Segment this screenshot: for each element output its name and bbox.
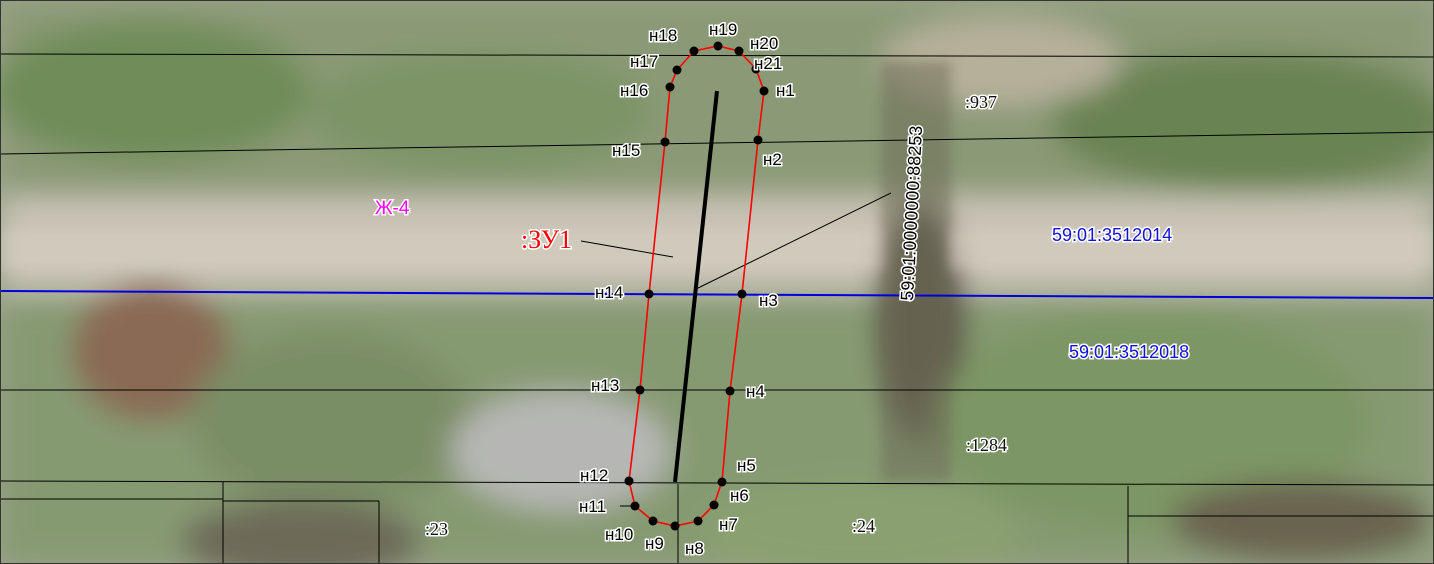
vertex-n8 (670, 521, 680, 531)
vertex-n6 (709, 500, 719, 510)
label-n6: н6 (730, 486, 749, 505)
label-n9: н9 (645, 534, 664, 553)
zone-label: Ж-4 (375, 198, 410, 219)
label-n18: н18 (649, 26, 677, 45)
label-n13: н13 (591, 376, 619, 395)
vertex-n3 (737, 289, 747, 299)
vertex-n21 (751, 64, 761, 74)
parcel-label-24[interactable]: :24 (851, 515, 877, 538)
vertex-n1 (759, 86, 769, 96)
vertex-n18 (689, 46, 699, 56)
label-n4: н4 (746, 382, 765, 401)
label-n16: н16 (620, 81, 648, 100)
vertex-n17 (672, 65, 682, 75)
linear-object-leader (695, 192, 892, 290)
vertex-n11 (630, 501, 640, 511)
label-n1: н1 (776, 81, 795, 100)
parcel-boundaries (1, 53, 1433, 563)
vertex-n9 (648, 516, 658, 526)
parcel-label-23[interactable]: :23 (424, 518, 450, 541)
parcel-label-1284[interactable]: :1284 (965, 434, 1009, 457)
label-n17: н17 (630, 52, 658, 71)
parcel-label-937[interactable]: :937 (964, 91, 999, 114)
plot-label[interactable]: :ЗУ1 (520, 224, 574, 256)
vertex-n16 (665, 82, 675, 92)
label-n20: н20 (750, 34, 778, 53)
label-n8: н8 (685, 539, 704, 558)
label-n12: н12 (580, 466, 608, 485)
linear-object-line (673, 90, 719, 483)
vertex-n15 (660, 137, 670, 147)
label-n14: н14 (595, 283, 623, 302)
vertex-n19 (713, 41, 723, 51)
vertex-n5 (717, 477, 727, 487)
label-n5: н5 (737, 456, 756, 475)
vertex-n13 (635, 385, 645, 395)
label-n15: н15 (612, 141, 640, 160)
label-n11: н11 (579, 497, 606, 516)
label-n7: н7 (719, 515, 738, 534)
vertex-n4 (725, 386, 735, 396)
quarter-boundary-line (1, 290, 1433, 299)
vertex-n20 (734, 46, 744, 56)
quarter-label-3512014[interactable]: 59:01:3512014 (1051, 224, 1174, 247)
boundary-vertices (624, 41, 769, 531)
label-n10: н10 (605, 525, 633, 544)
vertex-n14 (644, 289, 654, 299)
label-n2: н2 (763, 150, 782, 169)
plot-label-leader (580, 240, 674, 258)
vertex-n2 (753, 135, 763, 145)
label-n3: н3 (759, 291, 778, 310)
label-n19: н19 (709, 20, 737, 39)
vertex-labels: н1 н2 н3 н4 н5 н6 н7 н8 н9 н10 н11 н12 н… (578, 19, 797, 560)
label-n21: н21 (754, 54, 782, 73)
quarter-label-3512018[interactable]: 59:01:3512018 (1068, 341, 1191, 364)
plot-zu1-boundary[interactable] (628, 45, 765, 527)
vertex-n7 (693, 516, 703, 526)
vertex-n12 (624, 476, 634, 486)
